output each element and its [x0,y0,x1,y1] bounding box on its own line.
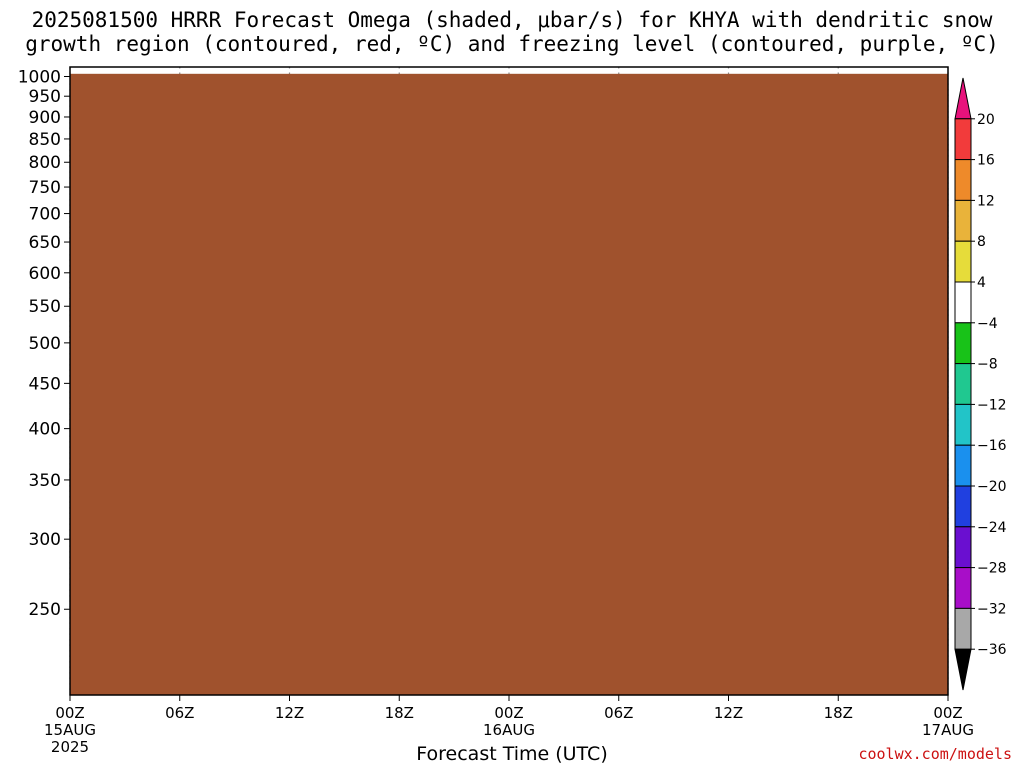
y-tick-label-350: 350 [29,471,61,491]
colorbar-cell-11 [954,526,972,569]
colorbar-cell-13 [954,607,972,650]
colorbar-label-7: −12 [977,397,1007,413]
colorbar-cell-3 [954,199,972,242]
colorbar-label-0: 20 [977,112,995,128]
colorbar-label-9: −20 [977,479,1007,495]
y-tick-label-750: 750 [29,178,61,198]
y-tick-label-900: 900 [29,108,61,128]
y-tick-label-1000: 1000 [18,67,61,87]
colorbar-label-4: 4 [977,275,986,291]
colorbar-label-8: −16 [977,438,1007,454]
colorbar-label-13: −36 [977,642,1007,658]
x-tick-label-3: 18Z [385,704,414,722]
colorbar-label-6: −8 [977,357,998,373]
colorbar-cell-10 [954,485,972,528]
colorbar-label-5: −4 [977,316,998,332]
x-tick-label-7: 18Z [824,704,853,722]
colorbar-cell-12 [954,567,972,609]
terrain-band [70,73,948,695]
x-tick-label-2: 12Z [275,704,304,722]
x-tick-sublabel-4-0: 16AUG [483,721,535,739]
colorbar-cell-14 [954,648,972,691]
y-tick-label-650: 650 [29,233,61,253]
x-tick-label-0: 00Z [55,704,84,722]
y-tick-label-400: 400 [29,420,61,440]
colorbar-cell-0 [954,77,972,120]
y-tick-label-250: 250 [29,600,61,620]
colorbar-cell-9 [954,444,972,487]
colorbar-cell-4 [954,240,972,283]
x-tick-sublabel-8-0: 17AUG [922,721,974,739]
x-tick-sublabel-0-1: 2025 [51,738,89,756]
x-tick-label-8: 00Z [933,704,962,722]
colorbar-cell-1 [954,118,972,161]
chart-title-line1: 2025081500 HRRR Forecast Omega (shaded, … [31,8,993,32]
colorbar-label-1: 16 [977,153,995,169]
site-credit: coolwx.com/models [858,745,1012,763]
chart-title-line2: growth region (contoured, red, ºC) and f… [25,32,999,56]
colorbar-cell-8 [954,403,972,446]
colorbar-cell-7 [954,363,972,405]
colorbar-label-12: −32 [977,601,1007,617]
colorbar-label-2: 12 [977,193,995,209]
y-tick-label-300: 300 [29,530,61,550]
x-tick-label-1: 06Z [165,704,194,722]
colorbar: 20 16 12 8 4 −4 −8 −12 −16 −20 −24 −28 −32 −36 [954,77,1007,691]
x-tick-label-5: 06Z [604,704,633,722]
y-tick-label-850: 850 [29,130,61,150]
x-tick-sublabel-0-0: 15AUG [44,721,96,739]
colorbar-label-11: −28 [977,561,1007,577]
colorbar-label-10: −24 [977,520,1007,536]
y-tick-label-450: 450 [29,374,61,394]
y-tick-label-500: 500 [29,334,61,354]
x-tick-label-4: 00Z [494,704,523,722]
y-tick-label-550: 550 [29,297,61,317]
x-axis-title: Forecast Time (UTC) [416,743,608,765]
y-tick-label-700: 700 [29,205,61,225]
colorbar-cell-6 [954,322,972,365]
x-tick-label-6: 12Z [714,704,743,722]
y-tick-label-950: 950 [29,87,61,107]
colorbar-label-3: 8 [977,234,986,250]
colorbar-cell-5 [954,281,972,324]
pressure-axis: 2503003504004505005506006507007508008509… [18,67,70,620]
colorbar-cell-2 [954,159,972,201]
y-tick-label-600: 600 [29,264,61,284]
y-tick-label-800: 800 [29,153,61,173]
